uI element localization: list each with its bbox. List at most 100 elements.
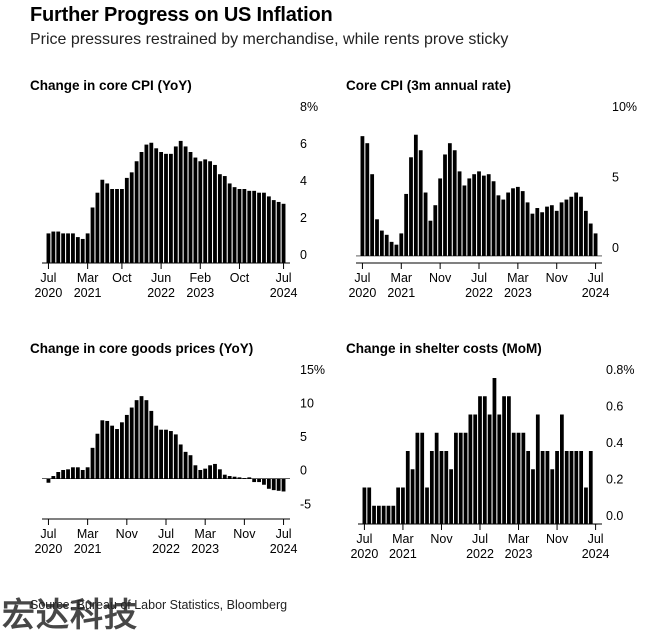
bar <box>569 196 574 256</box>
bar <box>444 451 449 524</box>
y-tick-label: 0.2 <box>606 473 623 487</box>
watermark-logo: 宏达科技 <box>2 595 138 634</box>
bar <box>530 213 535 256</box>
y-tick-label: 0.6 <box>606 400 623 414</box>
bar <box>154 425 159 479</box>
bar <box>394 244 399 256</box>
bar <box>507 396 511 524</box>
bar <box>381 505 386 524</box>
bar <box>482 396 487 524</box>
bar <box>271 478 276 491</box>
bar <box>521 432 526 524</box>
bar <box>511 188 515 256</box>
chart-title: Change in shelter costs (MoM) <box>346 341 542 356</box>
bar <box>198 161 203 263</box>
bar <box>271 200 276 263</box>
x-tick-year-label: 2022 <box>465 286 493 300</box>
chart-title: Core CPI (3m annual rate) <box>346 78 512 93</box>
x-tick-year-label: 2020 <box>34 286 62 300</box>
bar <box>110 189 115 263</box>
bar <box>425 487 429 524</box>
x-tick-label: Jul <box>276 271 292 285</box>
x-tick-year-label: 2023 <box>191 542 219 556</box>
bar <box>452 150 457 256</box>
y-tick-label: 5 <box>612 171 619 185</box>
bar <box>535 414 540 524</box>
bar <box>281 203 286 263</box>
bar <box>384 234 389 256</box>
bar <box>405 451 410 524</box>
y-tick-label: 5 <box>300 430 307 444</box>
bar <box>252 478 257 483</box>
bar <box>139 396 144 479</box>
bar <box>447 143 452 256</box>
bar <box>71 467 75 479</box>
x-tick-year-label: 2020 <box>348 286 376 300</box>
bar <box>188 455 193 479</box>
bar <box>486 174 491 256</box>
bar <box>554 210 559 256</box>
bar <box>124 177 129 263</box>
y-tick-label: 4 <box>300 174 307 188</box>
bar <box>262 478 266 485</box>
bar <box>281 478 286 492</box>
x-tick-year-label: 2021 <box>74 542 102 556</box>
bar <box>375 219 379 256</box>
bar <box>208 161 212 263</box>
bar <box>386 505 391 524</box>
bar <box>588 451 593 524</box>
bar <box>66 469 70 479</box>
bar <box>559 202 564 256</box>
y-tick-label: 0 <box>300 464 307 478</box>
bar <box>506 192 511 256</box>
x-tick-label: Jul <box>472 532 488 546</box>
bar <box>66 233 70 263</box>
bar <box>376 505 381 524</box>
bar <box>526 451 531 524</box>
x-tick-label: Jul <box>356 532 372 546</box>
bar <box>454 432 458 524</box>
bar <box>515 186 520 256</box>
y-tick-label: 6 <box>300 137 307 151</box>
bar <box>438 178 443 256</box>
x-tick-label: Nov <box>546 532 569 546</box>
bar <box>173 146 178 263</box>
bar <box>85 233 90 263</box>
bar <box>46 233 51 263</box>
bar <box>462 185 467 256</box>
x-tick-label: Mar <box>194 527 216 541</box>
y-tick-label: 10% <box>612 100 637 114</box>
bar <box>560 414 564 524</box>
bar <box>222 474 227 479</box>
x-tick-label: Mar <box>391 271 413 285</box>
page-title: Further Progress on US Inflation <box>30 4 333 26</box>
bar <box>168 153 173 263</box>
bar <box>418 150 423 256</box>
bar <box>129 407 134 479</box>
x-tick-label: Jul <box>354 271 370 285</box>
x-tick-label: Jul <box>40 271 56 285</box>
bar <box>61 469 66 479</box>
bar <box>80 238 85 263</box>
bar <box>564 199 569 256</box>
x-tick-label: Jul <box>276 527 292 541</box>
bar <box>410 469 415 524</box>
bar <box>242 189 247 263</box>
bar <box>46 478 51 483</box>
bar <box>188 152 193 263</box>
y-tick-label: 0 <box>612 241 619 255</box>
x-tick-label: Nov <box>546 271 569 285</box>
bar <box>159 152 164 263</box>
bar <box>492 378 497 524</box>
bar <box>276 201 281 263</box>
bar <box>491 181 496 256</box>
bar <box>472 174 477 256</box>
bar <box>193 157 198 263</box>
bar <box>237 189 242 263</box>
x-tick-label: Nov <box>116 527 139 541</box>
chart-core-cpi-yoy: Change in core CPI (YoY) 8% 6 4 2 0 Jul 2020 Ma… <box>30 78 330 300</box>
bar <box>391 505 396 524</box>
bar <box>545 206 549 256</box>
